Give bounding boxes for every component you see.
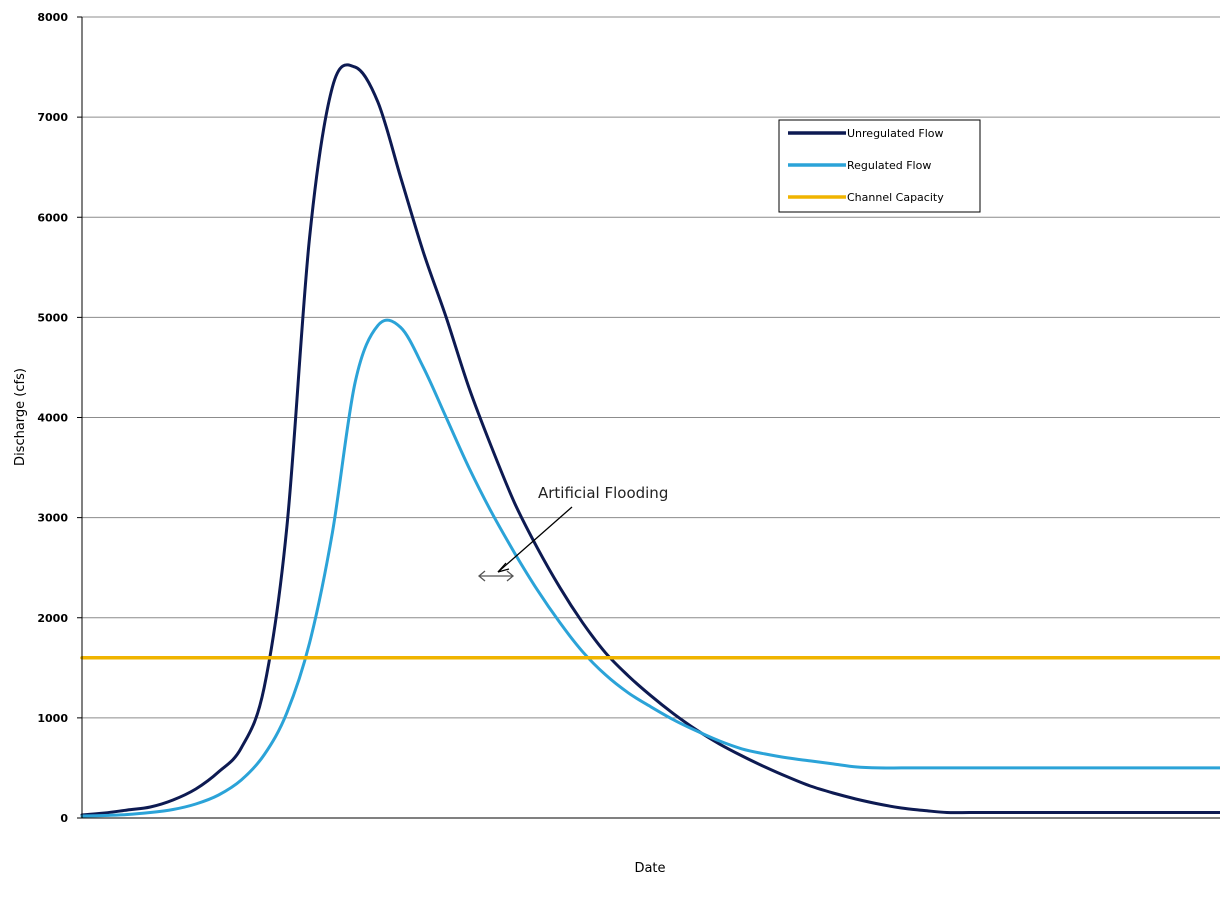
annotation-arrow-line [497,506,573,573]
y-tick-label: 8000 [37,11,68,24]
legend: Unregulated Flow Regulated Flow Channel Ca… [778,119,981,213]
legend-label-unregulated-flow: Unregulated Flow [847,127,944,140]
legend-label-channel-capacity: Channel Capacity [847,191,944,204]
y-axis-title: Discharge (cfs) [13,368,28,466]
series-line-unregulated-flow [80,63,1220,817]
y-tick-label: 0 [60,812,68,825]
gridlines [82,16,1220,719]
y-tick-labels: 0 1000 2000 3000 4000 5000 6000 7000 8000 [37,11,82,825]
y-tick-label: 4000 [37,412,68,425]
legend-label-regulated-flow: Regulated Flow [847,159,931,172]
double-arrow-heads [477,570,515,582]
annotation: Artificial Flooding [477,484,668,582]
y-tick-label: 3000 [37,512,68,525]
series-line-regulated-flow [80,318,1220,818]
y-tick-label: 2000 [37,612,68,625]
series-layer [80,63,1220,818]
y-tick-label: 7000 [37,111,68,124]
y-tick-label: 5000 [37,311,68,324]
annotation-label: Artificial Flooding [538,484,668,502]
y-tick-label: 1000 [37,712,68,725]
x-axis-title: Date [634,861,665,876]
y-tick-label: 6000 [37,211,68,224]
annotation-arrow-head [497,562,510,573]
